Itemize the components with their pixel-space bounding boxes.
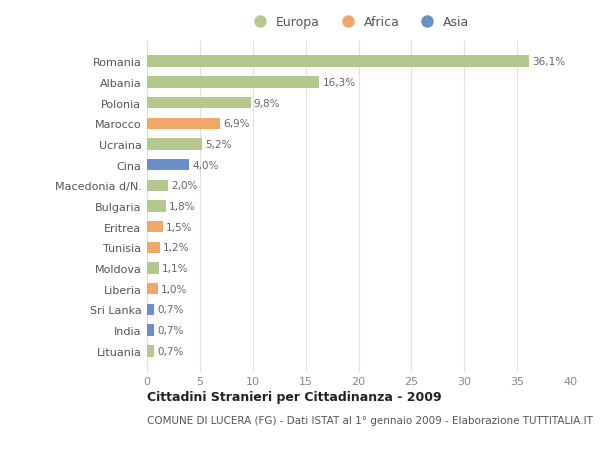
Text: 2,0%: 2,0%	[172, 181, 197, 191]
Bar	[147, 201, 166, 212]
Text: 36,1%: 36,1%	[532, 57, 565, 67]
Text: 6,9%: 6,9%	[223, 119, 250, 129]
Text: 16,3%: 16,3%	[323, 78, 356, 88]
Text: COMUNE DI LUCERA (FG) - Dati ISTAT al 1° gennaio 2009 - Elaborazione TUTTITALIA.: COMUNE DI LUCERA (FG) - Dati ISTAT al 1°…	[147, 415, 593, 425]
Bar	[147, 98, 251, 109]
Bar	[147, 118, 220, 129]
Text: Cittadini Stranieri per Cittadinanza - 2009: Cittadini Stranieri per Cittadinanza - 2…	[147, 390, 442, 403]
Legend: Europa, Africa, Asia: Europa, Africa, Asia	[245, 14, 472, 32]
Text: 0,7%: 0,7%	[158, 325, 184, 336]
Bar	[147, 263, 158, 274]
Bar	[147, 222, 163, 233]
Text: 0,7%: 0,7%	[158, 346, 184, 356]
Bar	[147, 242, 160, 253]
Bar	[147, 160, 190, 171]
Bar	[147, 56, 529, 67]
Bar	[147, 180, 168, 191]
Bar	[147, 304, 154, 315]
Text: 1,1%: 1,1%	[162, 263, 188, 274]
Bar	[147, 325, 154, 336]
Bar	[147, 139, 202, 150]
Text: 1,0%: 1,0%	[161, 284, 187, 294]
Text: 4,0%: 4,0%	[193, 160, 219, 170]
Text: 0,7%: 0,7%	[158, 305, 184, 315]
Text: 5,2%: 5,2%	[205, 140, 232, 150]
Bar	[147, 346, 154, 357]
Text: 1,5%: 1,5%	[166, 222, 193, 232]
Text: 9,8%: 9,8%	[254, 98, 280, 108]
Bar	[147, 284, 158, 295]
Text: 1,8%: 1,8%	[169, 202, 196, 212]
Bar	[147, 77, 319, 88]
Text: 1,2%: 1,2%	[163, 243, 190, 253]
